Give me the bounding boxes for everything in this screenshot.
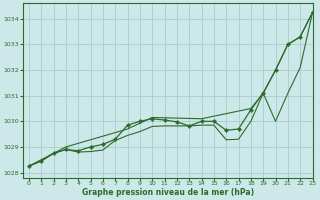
X-axis label: Graphe pression niveau de la mer (hPa): Graphe pression niveau de la mer (hPa) (82, 188, 254, 197)
